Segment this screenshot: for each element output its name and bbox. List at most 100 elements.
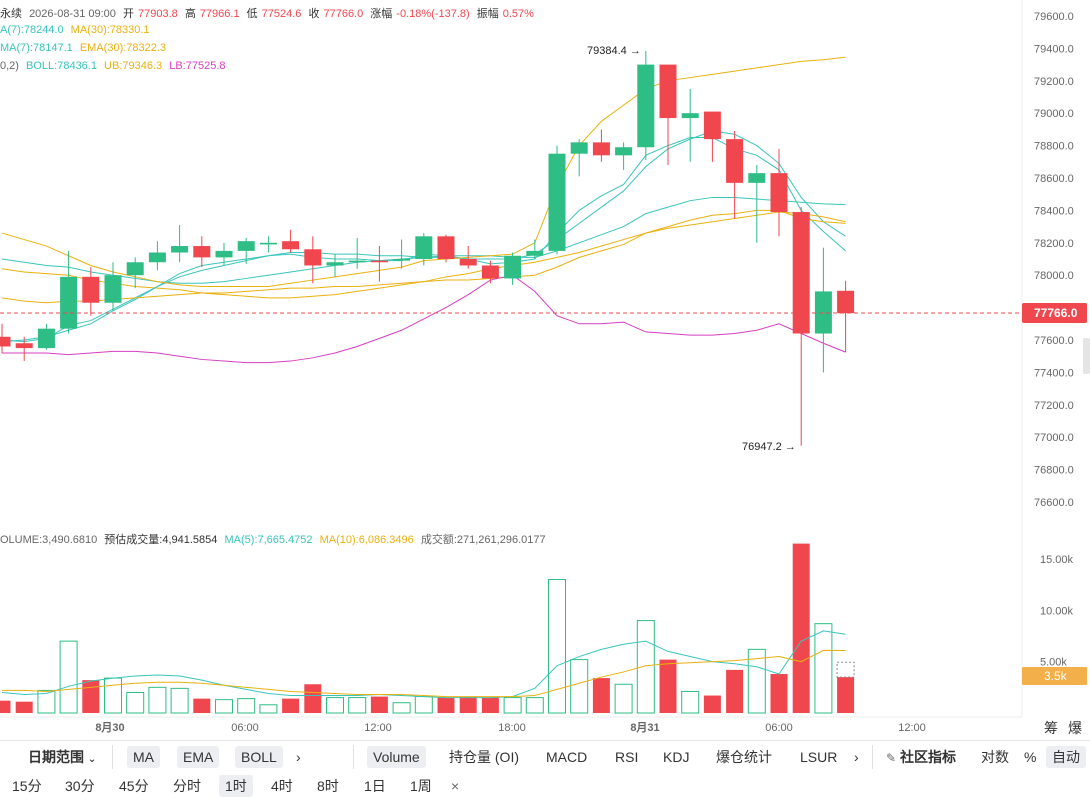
- volume-bar: [570, 659, 589, 714]
- price-tick-label: 78000.0: [1034, 270, 1074, 282]
- boll-toggle[interactable]: BOLL: [235, 746, 283, 768]
- volume-bar: [15, 701, 33, 713]
- high-marker: 79384.4 →: [587, 45, 641, 57]
- volume-bar: [170, 687, 189, 714]
- price-axis: 79600.0 79400.0 79200.0 79000.0 78800.0 78600…: [1034, 11, 1074, 669]
- candle-body: [393, 259, 411, 261]
- candle-body: [415, 236, 433, 259]
- chart-grid: [0, 0, 1023, 718]
- volume-bar: [126, 691, 145, 714]
- liquidation-toggle[interactable]: 爆仓统计: [716, 749, 772, 765]
- time-tick-label: 8月30: [95, 721, 124, 734]
- interval-1w[interactable]: 1周: [410, 778, 432, 794]
- candle-body: [215, 250, 233, 258]
- candle-body: [126, 262, 144, 276]
- price-tick-label: 77000.0: [1034, 432, 1074, 444]
- volume-bar: [459, 696, 477, 713]
- volume-bar: [82, 680, 100, 713]
- candle-body: [548, 153, 566, 251]
- high-value: 77966.1: [199, 8, 240, 20]
- volume-bar: [215, 699, 233, 714]
- interval-1h[interactable]: 1时: [219, 775, 253, 797]
- ema30-value: EMA(30):78322.3: [79, 42, 167, 54]
- candle-body: [237, 241, 255, 251]
- candle-body: [104, 275, 122, 303]
- price-tick-label: 79400.0: [1034, 43, 1074, 55]
- ema-info: MA(7):78147.1 EMA(30):78322.3: [0, 42, 170, 54]
- time-axis: 8月30 06:00 12:00 18:00 8月31 06:00 12:00: [95, 721, 925, 734]
- volume-bar: [104, 677, 122, 714]
- candle-body: [659, 64, 677, 119]
- interval-8h[interactable]: 8时: [317, 778, 339, 794]
- candle-body: [304, 249, 322, 266]
- price-tick-label: 78800.0: [1034, 141, 1074, 153]
- chip-label[interactable]: 筹: [1044, 720, 1058, 737]
- auto-scale-toggle[interactable]: 自动: [1046, 746, 1086, 768]
- divider: [112, 745, 113, 769]
- time-tick-label: 12:00: [364, 722, 392, 734]
- candle-body: [770, 173, 788, 213]
- candle-body: [15, 343, 33, 349]
- boll-info: 0,2) BOLL:78436.1 UB:79346.3 LB:77525.8: [0, 60, 226, 72]
- candle-body: [282, 241, 300, 250]
- chevron-right-icon[interactable]: ›: [854, 749, 859, 765]
- est-volume-value: 预估成交量:4,941.5854: [104, 534, 218, 546]
- volume-bar: [259, 704, 278, 714]
- price-tick-label: 79200.0: [1034, 76, 1074, 88]
- volume-bar: [525, 697, 544, 714]
- time-tick-label: 18:00: [498, 722, 526, 734]
- macd-toggle[interactable]: MACD: [546, 749, 588, 765]
- time-tick-label: 06:00: [765, 722, 793, 734]
- indicator-toolbar: 日期范围 ⌄ MA EMA BOLL › Volume 持仓量 (OI) MAC…: [0, 740, 1090, 774]
- candle-body: [792, 212, 810, 334]
- volume-bar: [681, 690, 700, 714]
- kdj-toggle[interactable]: KDJ: [663, 749, 690, 765]
- interval-timeshare[interactable]: 分时: [173, 778, 201, 794]
- candle-body: [437, 236, 455, 259]
- interval-45m[interactable]: 45分: [119, 778, 149, 794]
- date-range-button[interactable]: 日期范围 ⌄: [28, 749, 97, 765]
- community-indicators-button[interactable]: ✎ 社区指标: [886, 749, 956, 765]
- candle-body: [481, 265, 499, 279]
- interval-4h[interactable]: 4时: [271, 778, 293, 794]
- volume-bar: [193, 698, 211, 713]
- log-scale-toggle[interactable]: 对数: [981, 749, 1009, 765]
- close-icon[interactable]: ×: [451, 778, 460, 794]
- percent-toggle[interactable]: %: [1024, 749, 1037, 765]
- volume-bar: [437, 697, 455, 713]
- candle-body: [0, 336, 11, 347]
- rsi-toggle[interactable]: RSI: [615, 749, 639, 765]
- chevron-down-icon: ⌄: [87, 754, 97, 765]
- candlestick-chart[interactable]: 79600.0 79400.0 79200.0 79000.0 78800.0 78600…: [0, 0, 1090, 740]
- interval-1d[interactable]: 1日: [364, 778, 386, 794]
- time-tick-label: 06:00: [231, 722, 259, 734]
- candle-body: [681, 113, 699, 119]
- candle-body: [526, 250, 544, 256]
- divider: [872, 745, 873, 769]
- volume-bar: [636, 620, 655, 714]
- lsur-toggle[interactable]: LSUR: [800, 749, 838, 765]
- volume-bar: [59, 640, 78, 714]
- ma-toggle[interactable]: MA: [127, 746, 160, 768]
- candle-body: [370, 260, 388, 263]
- chevron-right-icon[interactable]: ›: [296, 749, 301, 765]
- candle-body: [726, 139, 744, 183]
- burst-label[interactable]: 爆: [1068, 721, 1082, 737]
- scroll-handle[interactable]: [1083, 338, 1090, 374]
- volume-bar: [326, 697, 344, 714]
- oi-toggle[interactable]: 持仓量 (OI): [449, 749, 519, 765]
- interval-30m[interactable]: 30分: [65, 778, 95, 794]
- amp-value: 0.57%: [502, 8, 534, 20]
- volume-toggle[interactable]: Volume: [367, 746, 426, 768]
- volume-bar: [837, 677, 855, 713]
- candle-body: [60, 276, 78, 329]
- volume-bar: [414, 696, 433, 714]
- candle-body: [348, 260, 366, 263]
- turnover-value: 成交额:271,261,296.0177: [420, 534, 546, 546]
- ema-toggle[interactable]: EMA: [177, 746, 220, 768]
- candle-body: [82, 276, 100, 303]
- indicator-line-vol-ma-5-: [1, 630, 846, 699]
- interval-15m[interactable]: 15分: [12, 778, 42, 794]
- candle-body: [592, 142, 610, 156]
